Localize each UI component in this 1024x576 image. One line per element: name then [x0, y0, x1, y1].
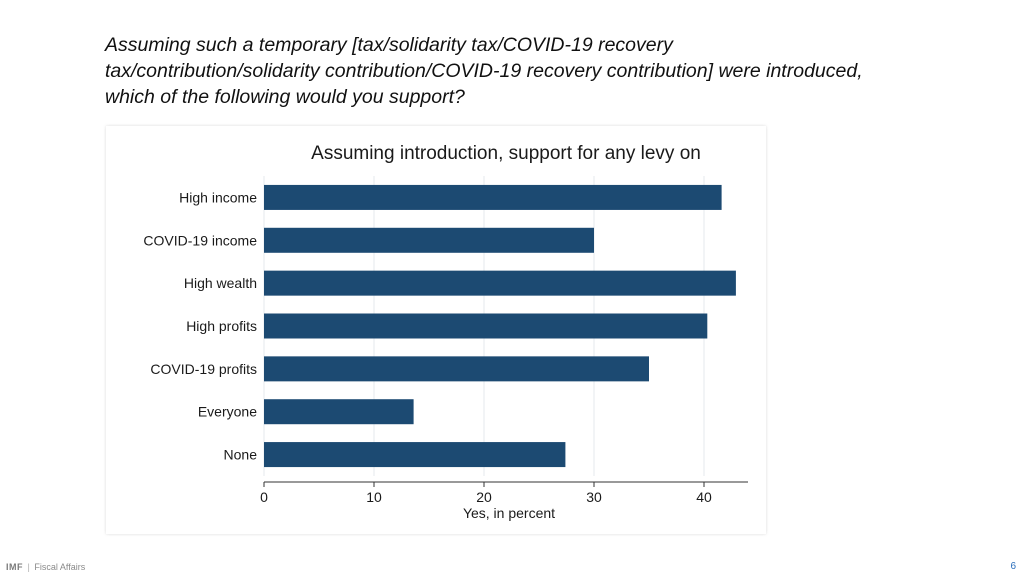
x-tick-label: 0: [260, 489, 268, 505]
category-label: COVID-19 income: [143, 232, 257, 248]
category-label: High income: [179, 189, 257, 205]
x-tick-label: 40: [696, 489, 712, 505]
page-number: 6: [1010, 561, 1016, 572]
x-axis-label: Yes, in percent: [463, 505, 555, 521]
imf-logo-text: IMF: [6, 562, 23, 572]
category-label: High wealth: [184, 275, 257, 291]
chart-title: Assuming introduction, support for any l…: [311, 143, 701, 164]
x-tick-label: 20: [476, 489, 492, 505]
x-ticks: 0 10 20 30 40: [260, 482, 712, 505]
footer-department: Fiscal Affairs: [34, 562, 86, 572]
bar-high-income: [264, 184, 722, 210]
x-tick-label: 10: [366, 489, 382, 505]
footer-separator: |: [27, 562, 30, 572]
bar-covid-19-income: [264, 227, 594, 253]
bar-none: [264, 442, 566, 468]
category-label: Everyone: [198, 404, 257, 420]
category-labels: High income COVID-19 income High wealth Hig…: [143, 189, 257, 462]
category-label: None: [224, 447, 258, 463]
bar-high-profits: [264, 313, 708, 339]
bar-high-wealth: [264, 270, 736, 296]
bar-everyone: [264, 399, 414, 425]
bar-covid-19-profits: [264, 356, 649, 382]
x-tick-label: 30: [586, 489, 602, 505]
bar-chart: Assuming introduction, support for any l…: [143, 143, 748, 521]
category-label: COVID-19 profits: [150, 361, 257, 377]
slide-heading: Assuming such a temporary [tax/solidarit…: [105, 34, 863, 108]
chart-container: Assuming introduction, support for any l…: [106, 126, 766, 534]
category-label: High profits: [186, 318, 257, 334]
footer-logo: IMF | Fiscal Affairs: [6, 562, 85, 572]
bars: [264, 184, 736, 468]
